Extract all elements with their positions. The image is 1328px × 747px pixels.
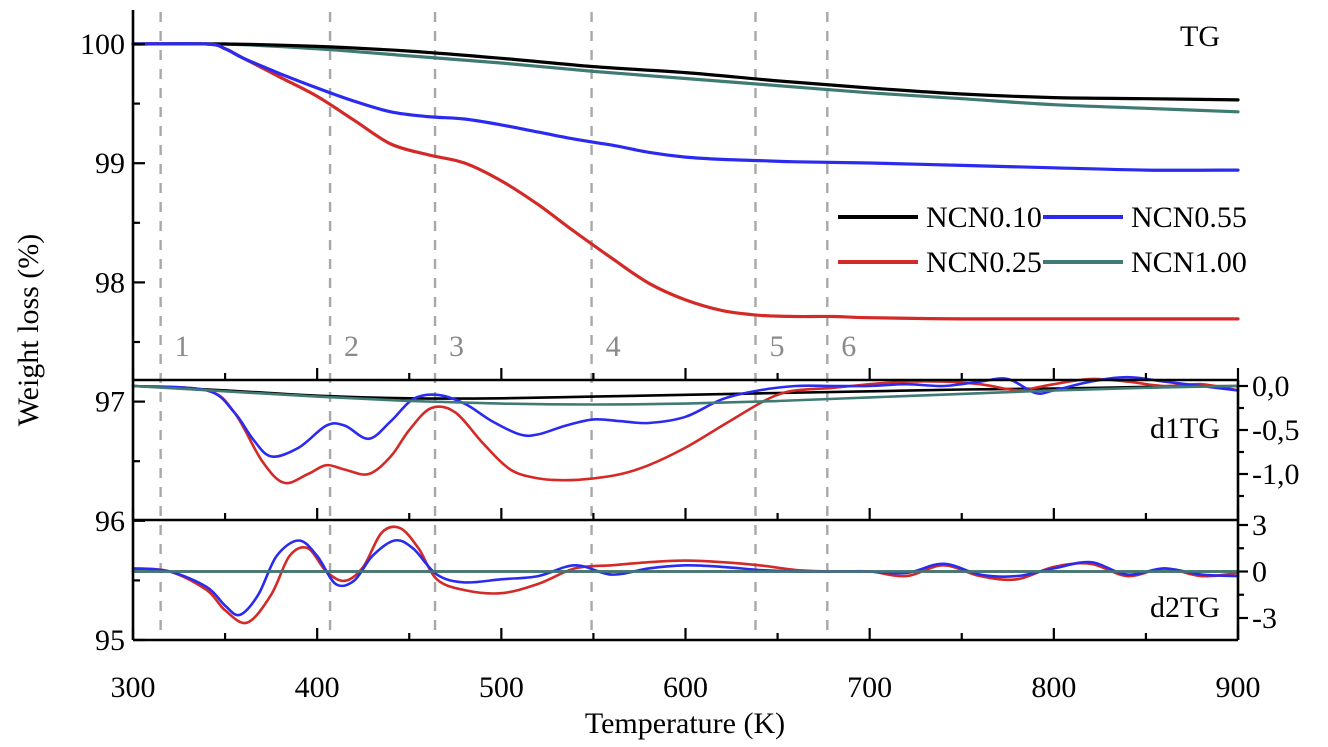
- panel-label-d2tg: d2TG: [1150, 591, 1220, 624]
- x-axis-label: Temperature (K): [585, 707, 785, 740]
- x-tick-label-400: 400: [295, 671, 340, 704]
- vertical-marker-lines: [159, 12, 829, 638]
- series-tg-ncn0-10: [131, 42, 1240, 102]
- right-tick-label-d1tg-0,0: 0,0: [1252, 370, 1290, 403]
- axes-layer: [131, 10, 1248, 642]
- left-tick-label-100: 100: [80, 28, 125, 61]
- vertical-marker-label-2: 2: [344, 330, 359, 363]
- vertical-marker-label-3: 3: [449, 330, 464, 363]
- panel-label-d1tg: d1TG: [1150, 412, 1220, 445]
- left-tick-label-97: 97: [95, 386, 125, 419]
- vertical-marker-label-1: 1: [175, 330, 190, 363]
- left-tick-label-95: 95: [95, 624, 125, 657]
- x-tick-label-600: 600: [663, 671, 708, 704]
- right-tick-label-d2tg--3: -3: [1252, 602, 1277, 635]
- legend: NCN0.10 NCN0.55 NCN0.25 NCN1.00: [838, 201, 1247, 279]
- labels-layer: Temperature (K) Weight loss (%) TG d1TG …: [12, 20, 1300, 740]
- legend-label-ncn0-25: NCN0.25: [926, 246, 1042, 279]
- right-tick-label-d1tg--1,0: -1,0: [1252, 458, 1300, 491]
- vertical-marker-label-4: 4: [606, 330, 621, 363]
- series-tg-ncn1-00: [131, 42, 1240, 114]
- right-tick-label-d1tg--0,5: -0,5: [1252, 414, 1300, 447]
- series-d2tg-ncn0-55: [131, 538, 1240, 617]
- legend-label-ncn1-00: NCN1.00: [1131, 246, 1247, 279]
- series-tg-ncn0-25: [131, 42, 1240, 321]
- series-d2tg-ncn0-25: [131, 525, 1240, 625]
- series-tg-ncn0-55: [131, 42, 1240, 172]
- series-d1tg-ncn0-25: [131, 377, 1240, 485]
- x-tick-label-300: 300: [111, 671, 156, 704]
- series-d1tg-ncn1-00: [131, 384, 1240, 406]
- left-tick-label-98: 98: [95, 266, 125, 299]
- left-tick-label-99: 99: [95, 147, 125, 180]
- x-tick-label-800: 800: [1031, 671, 1076, 704]
- x-tick-label-900: 900: [1216, 671, 1261, 704]
- legend-label-ncn0-10: NCN0.10: [926, 201, 1042, 234]
- series-d1tg-ncn0-55: [131, 375, 1240, 458]
- series-layer: [131, 42, 1240, 625]
- legend-label-ncn0-55: NCN0.55: [1131, 201, 1247, 234]
- y-axis-label: Weight loss (%): [12, 234, 45, 427]
- vertical-marker-label-5: 5: [769, 330, 784, 363]
- panel-label-tg: TG: [1180, 20, 1220, 53]
- vertical-marker-label-6: 6: [841, 330, 856, 363]
- right-tick-label-d2tg-0: 0: [1252, 556, 1267, 589]
- x-tick-label-700: 700: [847, 671, 892, 704]
- right-tick-label-d2tg-3: 3: [1252, 509, 1267, 542]
- left-tick-label-96: 96: [95, 505, 125, 538]
- x-tick-label-500: 500: [479, 671, 524, 704]
